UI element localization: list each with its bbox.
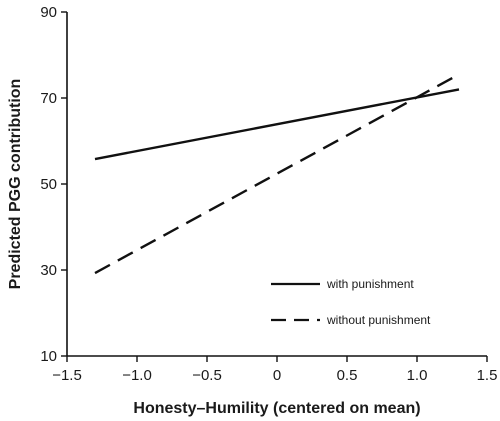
x-axis-label: Honesty–Humility (centered on mean) [133, 400, 420, 417]
y-tick-label: 50 [40, 176, 57, 193]
y-axis-label: Predicted PGG contribution [7, 79, 24, 290]
legend-label: with punishment [326, 277, 414, 291]
legend-label: without punishment [326, 313, 431, 327]
ticks: 10 30 50 70 90 −1.5 −1.0 −0.5 0 0.5 1.0 1.5 [40, 4, 497, 384]
y-tick-label: 90 [40, 4, 57, 21]
y-tick-label: 10 [40, 348, 57, 365]
x-tick-label: 0 [273, 367, 281, 384]
x-tick-label: 1.5 [477, 367, 498, 384]
axes [66, 12, 487, 357]
y-tick-label: 70 [40, 90, 57, 107]
y-tick-label: 30 [40, 262, 57, 279]
series-line-without-punishment [94, 73, 460, 275]
x-tick-label: 0.5 [337, 367, 358, 384]
legend: with punishment without punishment [271, 277, 431, 327]
x-tick-label: 1.0 [407, 367, 428, 384]
x-tick-label: −1.5 [52, 367, 82, 384]
x-tick-label: −1.0 [122, 367, 152, 384]
series-line-with-punishment [94, 88, 460, 161]
series-layer [94, 73, 460, 275]
x-tick-label: −0.5 [192, 367, 222, 384]
